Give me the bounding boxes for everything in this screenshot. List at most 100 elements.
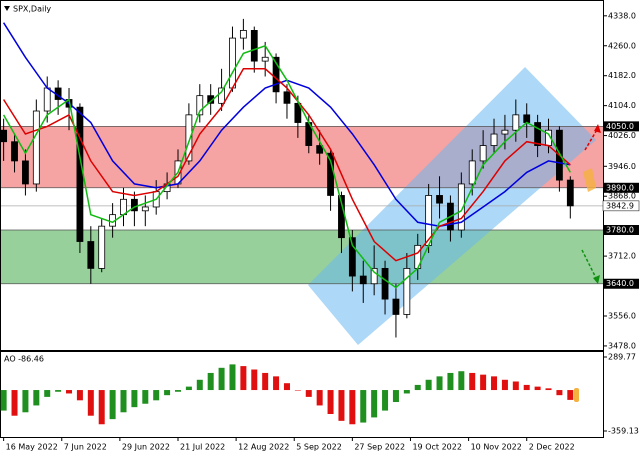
ao-bar [11, 390, 18, 416]
ao-bar [76, 390, 83, 401]
ao-bar [153, 390, 160, 401]
candle-body [468, 160, 476, 185]
ao-bar [87, 390, 94, 416]
ao-tick-label: 289.77 [608, 353, 636, 362]
candle-body [272, 56, 280, 93]
forecast-marker [583, 168, 596, 192]
ao-bar [33, 390, 40, 406]
level-label: 3890.0 [606, 183, 634, 192]
ao-bar [534, 386, 541, 391]
level-label: 3780.0 [606, 226, 634, 235]
level-label: 4050.0 [606, 122, 634, 131]
ao-bar [501, 379, 508, 391]
ao-bar [523, 384, 530, 391]
ao-bar [174, 390, 181, 392]
ao-bar [480, 374, 487, 391]
x-tick-label: 21 Jul 2022 [180, 443, 225, 452]
candle-body [76, 106, 84, 242]
moving-average [2, 68, 571, 262]
ao-bar [294, 390, 301, 391]
ao-tick-label: -359.13 [608, 427, 639, 436]
y-tick-label: 3478.0 [608, 341, 636, 350]
chart-title: SPX,Daily [13, 5, 51, 14]
price-box [602, 200, 640, 212]
ao-bar [273, 376, 280, 391]
candle-body [196, 95, 204, 116]
ao-bar [120, 390, 127, 413]
up-arrow [584, 127, 599, 151]
y-tick-label: 3868.0 [608, 192, 636, 201]
ao-bar [240, 366, 247, 391]
y-tick-label: 3712.0 [608, 252, 636, 261]
ao-bar [251, 369, 258, 391]
plot [0, 18, 603, 338]
x-tick-label: 10 Nov 2022 [471, 443, 522, 452]
ao-bar [371, 390, 378, 418]
x-tick-label: 5 Sep 2022 [296, 443, 342, 452]
candle-body [261, 56, 269, 62]
ao-bar [262, 372, 269, 391]
candle-body [392, 298, 400, 315]
ao-bar [196, 379, 203, 391]
ao-bar [218, 367, 225, 391]
y-tick-label: 4338.0 [608, 11, 636, 20]
x-tick-label: 7 Jun 2022 [64, 443, 107, 452]
candle-body [11, 141, 18, 162]
up-arrowhead [594, 124, 601, 133]
ao-marker [574, 388, 579, 402]
ao-bar [403, 390, 410, 394]
ao-bar [458, 371, 465, 391]
ao-bar [22, 390, 29, 413]
ao-bar [447, 372, 454, 391]
ao-bar [0, 390, 7, 411]
y-tick-label: 4104.0 [608, 101, 636, 110]
ao-bar [283, 383, 290, 391]
candle-body [239, 30, 247, 39]
ao-bar [142, 390, 149, 404]
price-panel-frame [0, 0, 604, 351]
ao-bar [360, 390, 367, 423]
candle-body [32, 110, 40, 185]
price-label: 3842.9 [606, 201, 634, 210]
ao-bar [414, 384, 421, 391]
ao-bar [44, 390, 51, 397]
x-tick-label: 19 Oct 2022 [412, 443, 461, 452]
candle-body [229, 37, 236, 89]
x-tick-label: 27 Sep 2022 [354, 443, 405, 452]
ao-bar [338, 390, 345, 421]
ao-bar [425, 379, 432, 391]
candle-body [22, 160, 29, 185]
ao-bar [349, 390, 356, 425]
candle-body [283, 91, 291, 104]
candle-body [141, 206, 149, 212]
candle-body [185, 114, 193, 162]
x-tick-label: 12 Aug 2022 [238, 443, 289, 452]
candle-body [0, 129, 8, 143]
candle-body [218, 87, 225, 104]
candle-body [501, 129, 509, 135]
candle-body [359, 275, 367, 285]
candle-body [381, 267, 389, 300]
ao-bar [55, 390, 62, 392]
ao-bar [491, 376, 498, 391]
title-icon [4, 6, 10, 11]
candle-body [534, 122, 542, 146]
ao-bar [305, 390, 312, 397]
ao-bar [185, 386, 192, 391]
candle-body [436, 195, 443, 204]
level-label: 3640.0 [606, 279, 634, 288]
y-tick-label: 4182.0 [608, 71, 636, 80]
ao-bar [436, 376, 443, 391]
candle-body [479, 145, 487, 162]
candle-body [348, 237, 356, 277]
indicator-title: AO -86.46 [4, 355, 44, 364]
x-tick-label: 2 Dec 2022 [529, 443, 575, 452]
level-box [603, 121, 639, 132]
ao-bar [512, 381, 519, 391]
y-tick-label: 4260.0 [608, 41, 636, 50]
candle-body [250, 30, 258, 62]
level-box [603, 278, 639, 289]
moving-average [2, 44, 571, 289]
